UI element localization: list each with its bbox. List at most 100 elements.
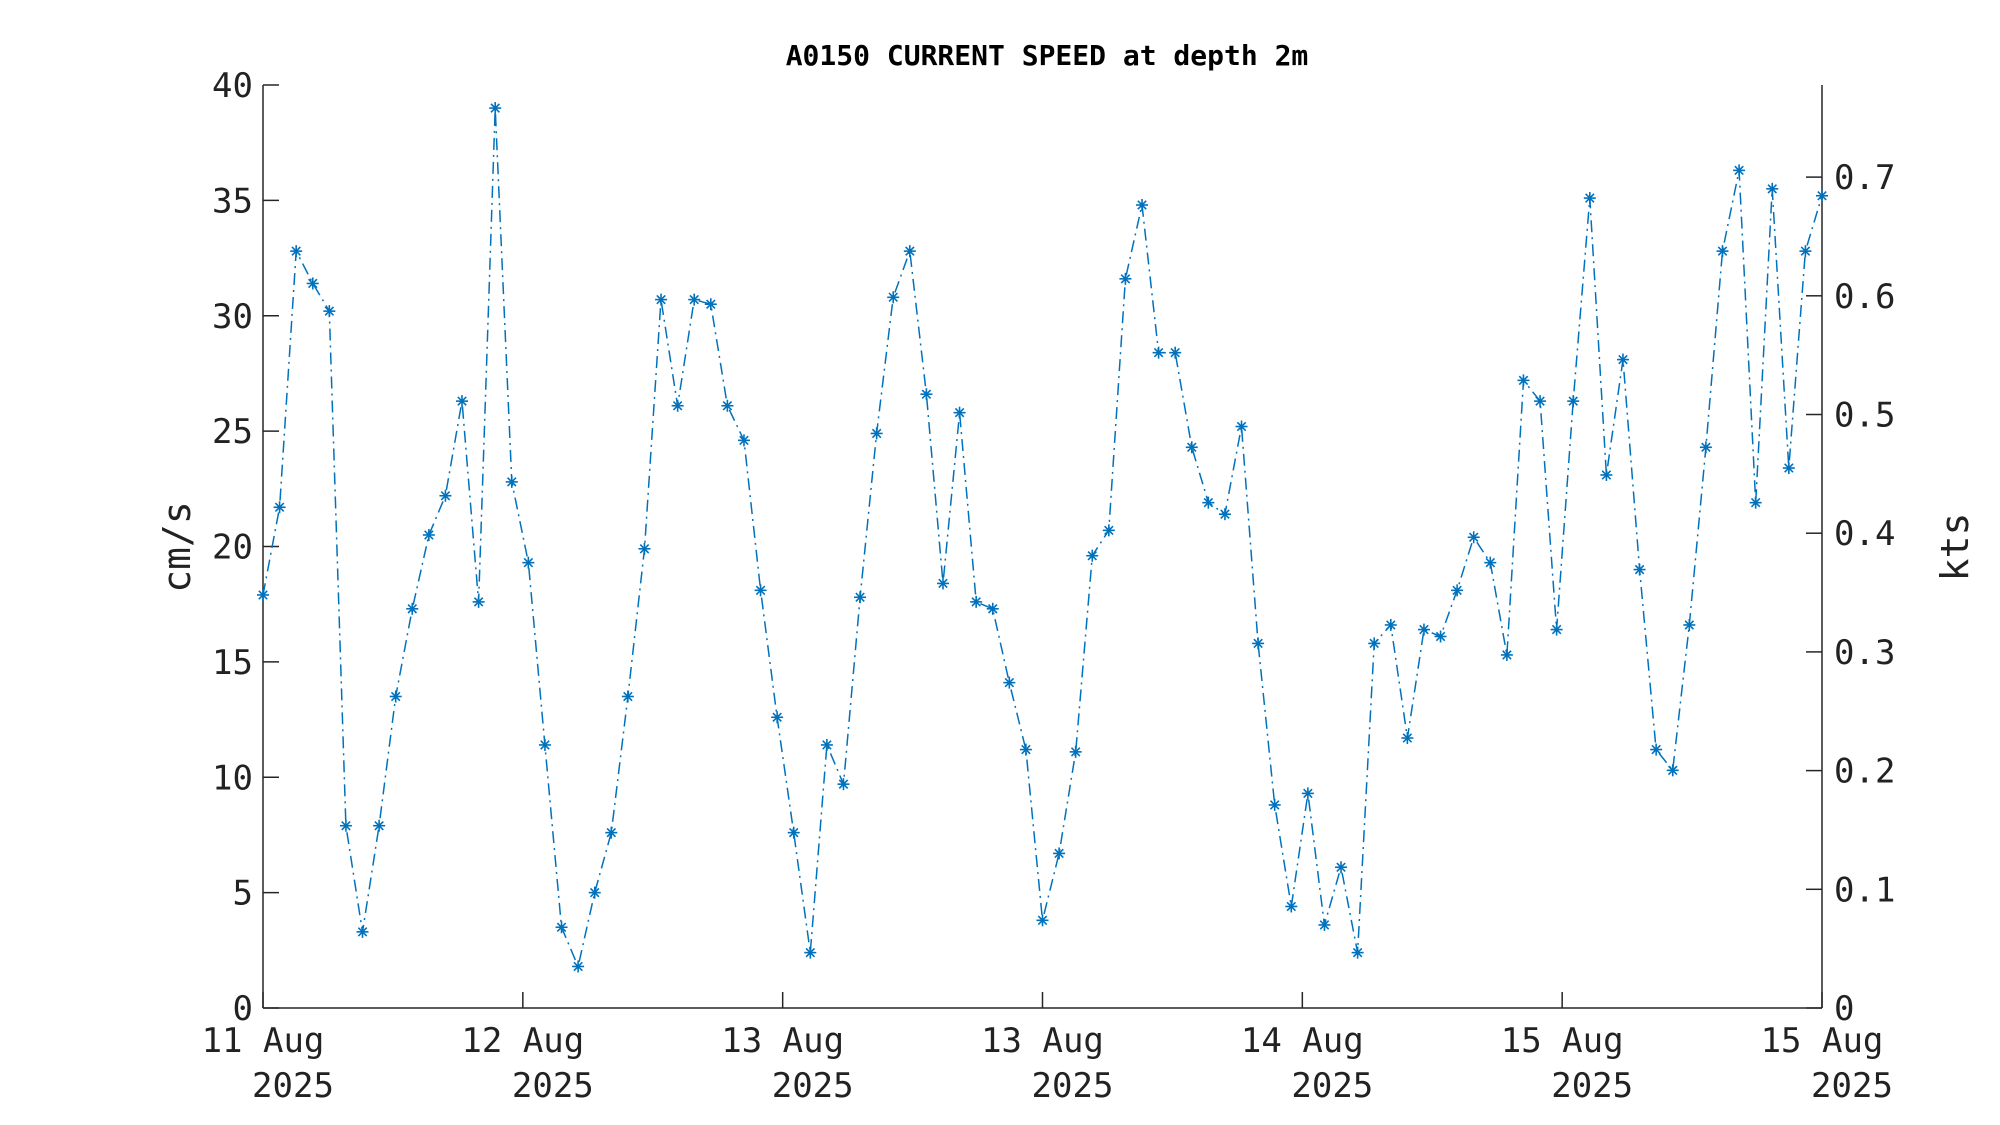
data-point — [621, 690, 634, 703]
data-point — [290, 245, 303, 258]
data-point — [605, 826, 618, 839]
x-tick-label-year: 2025 — [512, 1066, 594, 1106]
y-tick-label-right: 0.1 — [1834, 870, 1895, 910]
data-point — [1086, 549, 1099, 562]
chart-title: A0150 CURRENT SPEED at depth 2m — [786, 39, 1309, 72]
x-tick-label-date: 13 Aug — [721, 1021, 844, 1061]
y-axis-label-left: cm/s — [155, 501, 199, 593]
data-point — [1069, 745, 1082, 758]
data-point — [456, 395, 469, 408]
data-point — [1335, 861, 1348, 874]
data-point — [1816, 189, 1828, 202]
y-tick-label-left: 30 — [212, 297, 253, 337]
data-point — [920, 388, 933, 401]
x-tick-label-date: 14 Aug — [1241, 1021, 1364, 1061]
data-point — [1600, 468, 1613, 481]
x-tick-label-date: 15 Aug — [1761, 1021, 1884, 1061]
data-point — [1102, 524, 1115, 537]
data-point — [1467, 531, 1480, 544]
data-point — [1799, 245, 1812, 258]
x-tick-label-year: 2025 — [772, 1066, 854, 1106]
data-point — [688, 293, 701, 306]
data-point — [1285, 900, 1298, 913]
data-point — [1716, 245, 1729, 258]
data-point — [820, 738, 833, 751]
series-line — [262, 107, 1823, 968]
data-point — [1036, 914, 1049, 927]
x-tick-label-date: 13 Aug — [981, 1021, 1104, 1061]
data-point — [356, 925, 369, 938]
data-point — [257, 588, 269, 601]
data-point — [1401, 732, 1414, 745]
y-tick-label-left: 0 — [233, 989, 253, 1029]
data-point — [1550, 623, 1563, 636]
data-point — [1368, 637, 1381, 650]
data-point — [771, 711, 784, 724]
data-point — [970, 595, 983, 608]
data-point — [306, 277, 319, 290]
data-point — [323, 305, 336, 318]
data-point — [1650, 743, 1663, 756]
x-tick-label-year: 2025 — [1811, 1066, 1893, 1106]
data-point — [1616, 353, 1629, 366]
data-point — [903, 245, 916, 258]
data-point — [422, 528, 435, 541]
data-point — [953, 406, 966, 419]
data-point — [1384, 618, 1397, 631]
data-point — [1136, 198, 1149, 211]
y-tick-label-left: 35 — [212, 181, 253, 221]
data-point — [1003, 676, 1016, 689]
data-point — [671, 399, 684, 412]
data-point — [505, 475, 518, 488]
data-point — [737, 434, 750, 447]
data-point — [1534, 395, 1547, 408]
data-point — [1218, 508, 1231, 521]
data-point — [1517, 374, 1530, 387]
data-point — [1152, 346, 1165, 359]
data-point — [1699, 441, 1712, 454]
data-point — [1583, 192, 1596, 205]
y-tick-label-left: 5 — [233, 874, 253, 914]
data-point — [555, 921, 568, 934]
data-point — [1301, 787, 1314, 800]
y-tick-label-right: 0.4 — [1834, 514, 1895, 554]
data-point — [1252, 637, 1265, 650]
series-layer — [257, 102, 1828, 973]
x-tick-label-date: 15 Aug — [1501, 1021, 1624, 1061]
data-point — [1434, 630, 1447, 643]
data-point — [1235, 420, 1248, 433]
data-point — [837, 778, 850, 791]
data-point — [638, 542, 651, 555]
data-point — [1749, 496, 1762, 509]
data-point — [754, 584, 767, 597]
data-point — [538, 738, 551, 751]
data-point — [1633, 563, 1646, 576]
data-point — [1683, 618, 1696, 631]
data-point — [787, 826, 800, 839]
x-tick-label-year: 2025 — [252, 1066, 334, 1106]
data-point — [1500, 648, 1513, 661]
axes: 051015202530354000.10.20.30.40.50.60.711… — [202, 66, 1896, 1106]
x-tick-label-date: 12 Aug — [461, 1021, 584, 1061]
x-tick-label-year: 2025 — [1551, 1066, 1633, 1106]
data-point — [1451, 584, 1464, 597]
y-tick-label-right: 0.3 — [1834, 633, 1895, 673]
y-tick-label-left: 15 — [212, 643, 253, 683]
data-point — [1019, 743, 1032, 756]
y-tick-label-right: 0.7 — [1834, 158, 1895, 198]
data-point — [1053, 847, 1066, 860]
data-point — [588, 886, 601, 899]
data-point — [389, 690, 402, 703]
data-point — [1202, 496, 1215, 509]
data-point — [1318, 918, 1331, 931]
x-tick-label-year: 2025 — [1291, 1066, 1373, 1106]
data-point — [522, 556, 535, 569]
data-point — [273, 501, 286, 514]
data-point — [1169, 346, 1182, 359]
data-point — [1484, 556, 1497, 569]
data-point — [655, 293, 668, 306]
data-point — [1666, 764, 1679, 777]
x-tick-label-year: 2025 — [1032, 1066, 1114, 1106]
data-point — [439, 489, 452, 502]
y-tick-label-right: 0 — [1834, 989, 1854, 1029]
